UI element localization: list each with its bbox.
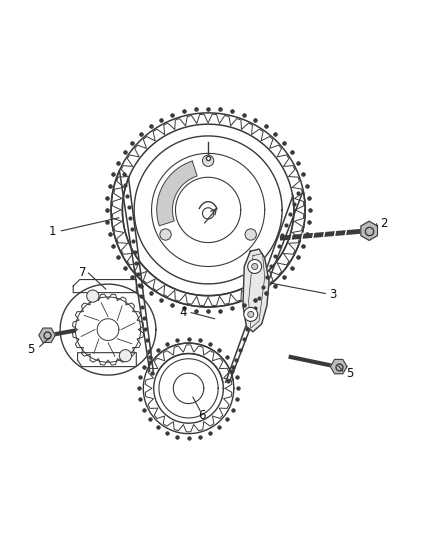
- Circle shape: [245, 229, 256, 240]
- Polygon shape: [157, 161, 197, 226]
- Circle shape: [119, 350, 131, 362]
- Text: 4: 4: [180, 306, 187, 319]
- Text: 7: 7: [79, 265, 87, 279]
- Circle shape: [244, 308, 258, 321]
- Text: 5: 5: [27, 343, 35, 356]
- Polygon shape: [361, 221, 378, 240]
- Polygon shape: [243, 249, 269, 332]
- Circle shape: [248, 260, 261, 273]
- Circle shape: [202, 155, 214, 166]
- Circle shape: [252, 263, 258, 270]
- Polygon shape: [330, 359, 347, 374]
- Circle shape: [248, 311, 254, 318]
- Circle shape: [160, 229, 171, 240]
- Polygon shape: [39, 328, 55, 342]
- Text: 2: 2: [380, 217, 387, 230]
- Text: 1: 1: [49, 225, 57, 238]
- Text: 6: 6: [198, 409, 205, 422]
- Text: 3: 3: [329, 288, 337, 301]
- Circle shape: [87, 290, 99, 302]
- Text: 5: 5: [346, 367, 353, 380]
